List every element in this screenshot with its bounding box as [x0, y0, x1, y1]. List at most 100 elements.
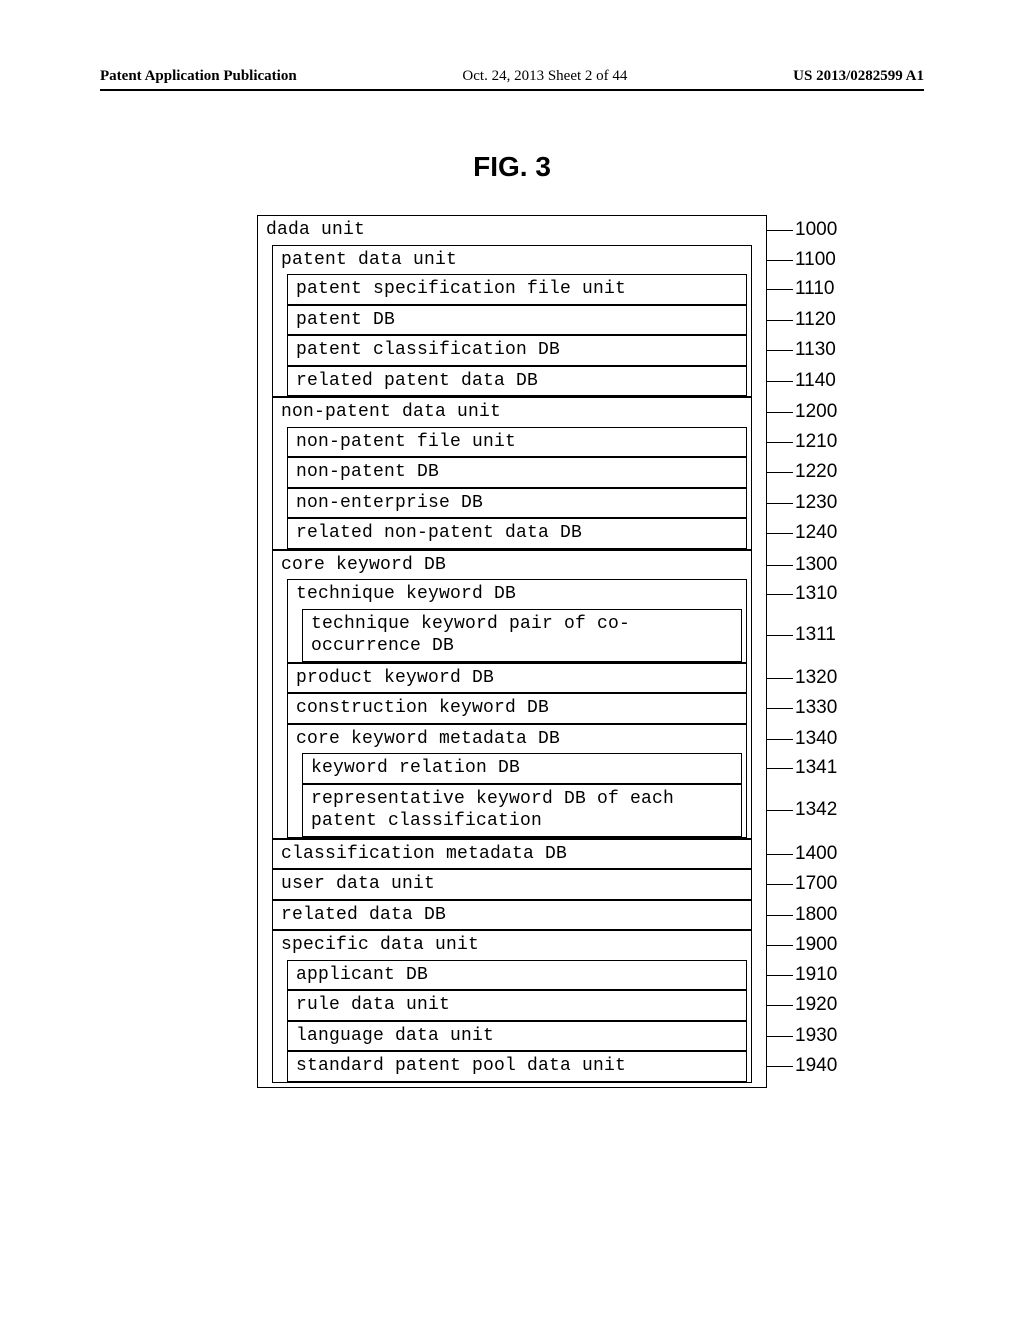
block-children: keyword relation DBrepresentative keywor… — [288, 753, 746, 837]
block-children: technique keyword DBtechnique keyword pa… — [273, 579, 751, 838]
block-children: technique keyword pair of co-occurrence … — [288, 609, 746, 662]
figure-title: FIG. 3 — [100, 151, 924, 183]
block-label: related patent data DB — [288, 367, 746, 396]
block-box: technique keyword pair of co-occurrence … — [302, 609, 742, 662]
diagram: dada unitpatent data unitpatent specific… — [257, 215, 767, 1088]
ref-number: 1200 — [795, 401, 837, 423]
block-box: non-patent DB — [287, 457, 747, 488]
leader-line — [767, 260, 793, 261]
page: Patent Application Publication Oct. 24, … — [0, 0, 1024, 1128]
ref-number: 1220 — [795, 461, 837, 483]
block-box: rule data unit — [287, 990, 747, 1021]
leader-line — [767, 739, 793, 740]
block-box: non-enterprise DB — [287, 488, 747, 519]
leader-line — [767, 810, 793, 811]
block-box: construction keyword DB — [287, 693, 747, 724]
leader-line — [767, 533, 793, 534]
block-children: non-patent file unitnon-patent DBnon-ent… — [273, 427, 751, 549]
ref-number: 1341 — [795, 757, 837, 779]
leader-line — [767, 975, 793, 976]
ref-number: 1000 — [795, 219, 837, 241]
ref-number: 1120 — [795, 309, 836, 331]
block-label: classification metadata DB — [273, 840, 751, 869]
block-box: language data unit — [287, 1021, 747, 1052]
ref-number: 1800 — [795, 904, 837, 926]
block-label: standard patent pool data unit — [288, 1052, 746, 1081]
ref-number: 1100 — [795, 249, 836, 271]
block-label: dada unit — [258, 216, 766, 245]
block-label: core keyword DB — [273, 551, 751, 580]
ref-number: 1340 — [795, 728, 837, 750]
leader-line — [767, 230, 793, 231]
leader-line — [767, 854, 793, 855]
block-label: non-patent file unit — [288, 428, 746, 457]
block-box: related non-patent data DB — [287, 518, 747, 549]
ref-number: 1240 — [795, 522, 837, 544]
leader-line — [767, 320, 793, 321]
block-label: construction keyword DB — [288, 694, 746, 723]
ref-number: 1130 — [795, 339, 836, 361]
pub-type: Patent Application Publication — [100, 68, 297, 85]
block-label: core keyword metadata DB — [288, 725, 746, 754]
block-label: related non-patent data DB — [288, 519, 746, 548]
block-box: keyword relation DB — [302, 753, 742, 784]
leader-line — [767, 768, 793, 769]
leader-line — [767, 289, 793, 290]
block-children: applicant DBrule data unitlanguage data … — [273, 960, 751, 1082]
block-children: patent specification file unitpatent DBp… — [273, 274, 751, 396]
block-label: patent data unit — [273, 246, 751, 275]
block-label: product keyword DB — [288, 664, 746, 693]
block-box: patent data unitpatent specification fil… — [272, 245, 752, 398]
block-label: user data unit — [273, 870, 751, 899]
block-label: technique keyword pair of co-occurrence … — [303, 610, 741, 661]
ref-number: 1140 — [795, 370, 836, 392]
block-box: patent DB — [287, 305, 747, 336]
block-box: non-patent file unit — [287, 427, 747, 458]
leader-line — [767, 381, 793, 382]
block-box: core keyword DBtechnique keyword DBtechn… — [272, 550, 752, 839]
leader-line — [767, 412, 793, 413]
block-label: rule data unit — [288, 991, 746, 1020]
ref-number: 1400 — [795, 843, 837, 865]
ref-number: 1930 — [795, 1025, 837, 1047]
block-box: core keyword metadata DBkeyword relation… — [287, 724, 747, 838]
block-box: user data unit — [272, 869, 752, 900]
ref-number: 1110 — [795, 278, 834, 300]
leader-line — [767, 1036, 793, 1037]
page-header: Patent Application Publication Oct. 24, … — [100, 68, 924, 91]
pub-number: US 2013/0282599 A1 — [793, 68, 924, 85]
leader-line — [767, 594, 793, 595]
block-box: non-patent data unitnon-patent file unit… — [272, 397, 752, 550]
leader-line — [767, 945, 793, 946]
ref-number: 1230 — [795, 492, 837, 514]
block-box: patent classification DB — [287, 335, 747, 366]
leader-line — [767, 442, 793, 443]
block-label: non-patent data unit — [273, 398, 751, 427]
block-box: related patent data DB — [287, 366, 747, 397]
block-label: patent classification DB — [288, 336, 746, 365]
block-label: specific data unit — [273, 931, 751, 960]
ref-number: 1210 — [795, 431, 837, 453]
block-label: language data unit — [288, 1022, 746, 1051]
date-sheet: Oct. 24, 2013 Sheet 2 of 44 — [462, 68, 627, 85]
ref-number: 1310 — [795, 583, 837, 605]
block-box: specific data unitapplicant DBrule data … — [272, 930, 752, 1083]
block-label: non-patent DB — [288, 458, 746, 487]
ref-number: 1920 — [795, 994, 837, 1016]
leader-line — [767, 708, 793, 709]
block-box: product keyword DB — [287, 663, 747, 694]
block-box: dada unitpatent data unitpatent specific… — [257, 215, 767, 1088]
ref-number: 1940 — [795, 1055, 837, 1077]
ref-number: 1330 — [795, 697, 837, 719]
ref-number: 1320 — [795, 667, 837, 689]
diagram-container: dada unitpatent data unitpatent specific… — [100, 215, 924, 1088]
block-label: representative keyword DB of each patent… — [303, 785, 741, 836]
leader-line — [767, 1005, 793, 1006]
block-label: keyword relation DB — [303, 754, 741, 783]
block-label: related data DB — [273, 901, 751, 930]
block-box: patent specification file unit — [287, 274, 747, 305]
block-label: applicant DB — [288, 961, 746, 990]
ref-number: 1700 — [795, 873, 837, 895]
block-box: applicant DB — [287, 960, 747, 991]
block-box: representative keyword DB of each patent… — [302, 784, 742, 837]
